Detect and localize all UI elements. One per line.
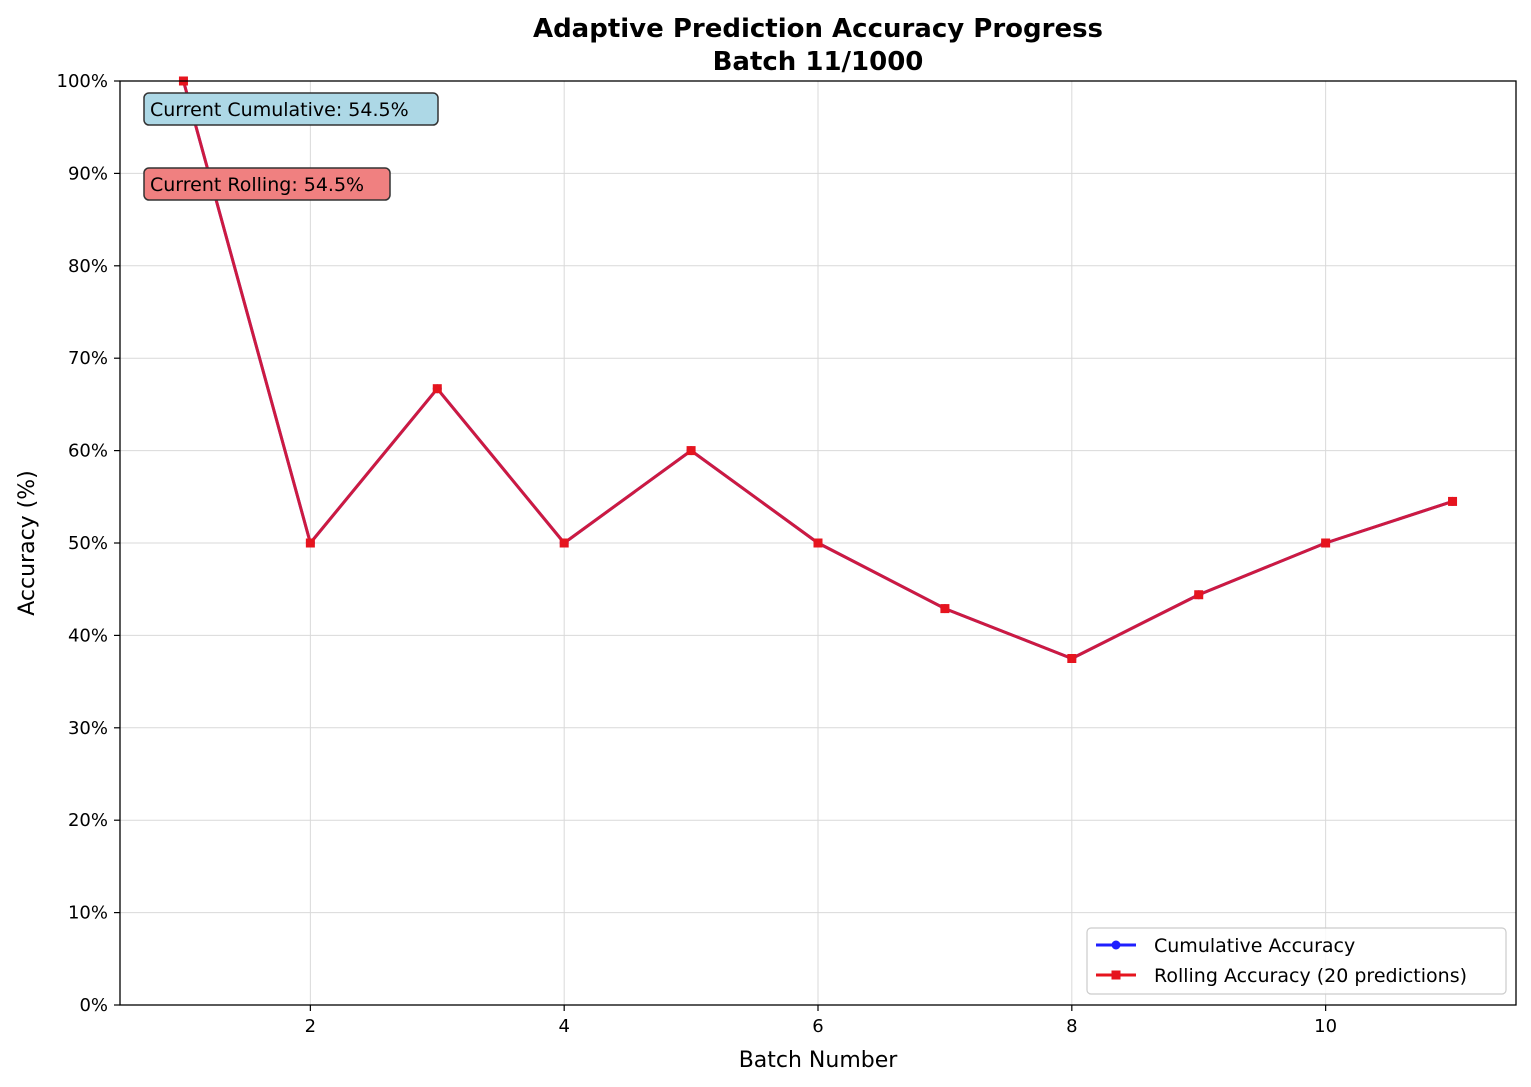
x-tick-label: 2 bbox=[305, 1016, 316, 1037]
annotation-cumulative-box bbox=[143, 92, 439, 126]
data-point-rolling bbox=[432, 384, 442, 394]
x-tick-label: 10 bbox=[1314, 1016, 1337, 1037]
chart-title: Adaptive Prediction Accuracy Progress bbox=[533, 14, 1103, 44]
data-point-rolling bbox=[1194, 590, 1204, 600]
annotation-rolling-text: Current Rolling: 54.5% bbox=[150, 174, 364, 196]
data-point-rolling bbox=[1448, 496, 1458, 506]
annotation-cumulative: Current Cumulative: 54.5% bbox=[143, 92, 439, 126]
data-point-rolling bbox=[940, 604, 950, 614]
y-tick-label: 80% bbox=[68, 256, 108, 277]
y-tick-label: 40% bbox=[68, 625, 108, 646]
y-tick-label: 70% bbox=[68, 348, 108, 369]
y-tick-label: 30% bbox=[68, 718, 108, 739]
y-tick-label: 50% bbox=[68, 533, 108, 554]
annotation-cumulative-text: Current Cumulative: 54.5% bbox=[150, 99, 409, 121]
legend-cumulative-marker bbox=[1111, 940, 1121, 950]
y-tick-label: 20% bbox=[68, 810, 108, 831]
x-tick-label: 4 bbox=[558, 1016, 569, 1037]
legend-rolling-marker bbox=[1111, 970, 1121, 980]
y-tick-label: 90% bbox=[68, 163, 108, 184]
data-point-rolling bbox=[813, 538, 823, 548]
chart-subtitle: Batch 11/1000 bbox=[713, 47, 924, 77]
legend: Cumulative Accuracy Rolling Accuracy (20… bbox=[1086, 927, 1507, 995]
x-tick-label: 6 bbox=[812, 1016, 823, 1037]
y-tick-label: 10% bbox=[68, 903, 108, 924]
series-lines bbox=[178, 76, 1458, 663]
data-point-rolling bbox=[559, 538, 569, 548]
legend-cumulative-label: Cumulative Accuracy bbox=[1154, 935, 1355, 957]
x-axis-label: Batch Number bbox=[739, 1048, 899, 1073]
legend-box bbox=[1086, 927, 1507, 995]
annotation-rolling-box bbox=[143, 167, 391, 201]
annotation-rolling: Current Rolling: 54.5% bbox=[143, 167, 391, 201]
data-point-rolling bbox=[686, 446, 696, 456]
data-point-rolling bbox=[1067, 654, 1077, 663]
y-tick-label: 100% bbox=[57, 71, 108, 92]
data-point-rolling bbox=[305, 538, 315, 548]
axis-ticks: 2 4 6 8 100%10%20%30%40%50%60%70%80%90%100% bbox=[57, 71, 1338, 1037]
data-point-rolling bbox=[1321, 538, 1331, 548]
y-axis-label: Accuracy (%) bbox=[15, 470, 40, 616]
legend-rolling-label: Rolling Accuracy (20 predictions) bbox=[1154, 965, 1467, 987]
y-tick-label: 60% bbox=[68, 441, 108, 462]
x-tick-label: 8 bbox=[1066, 1016, 1077, 1037]
y-tick-label: 0% bbox=[79, 995, 108, 1016]
